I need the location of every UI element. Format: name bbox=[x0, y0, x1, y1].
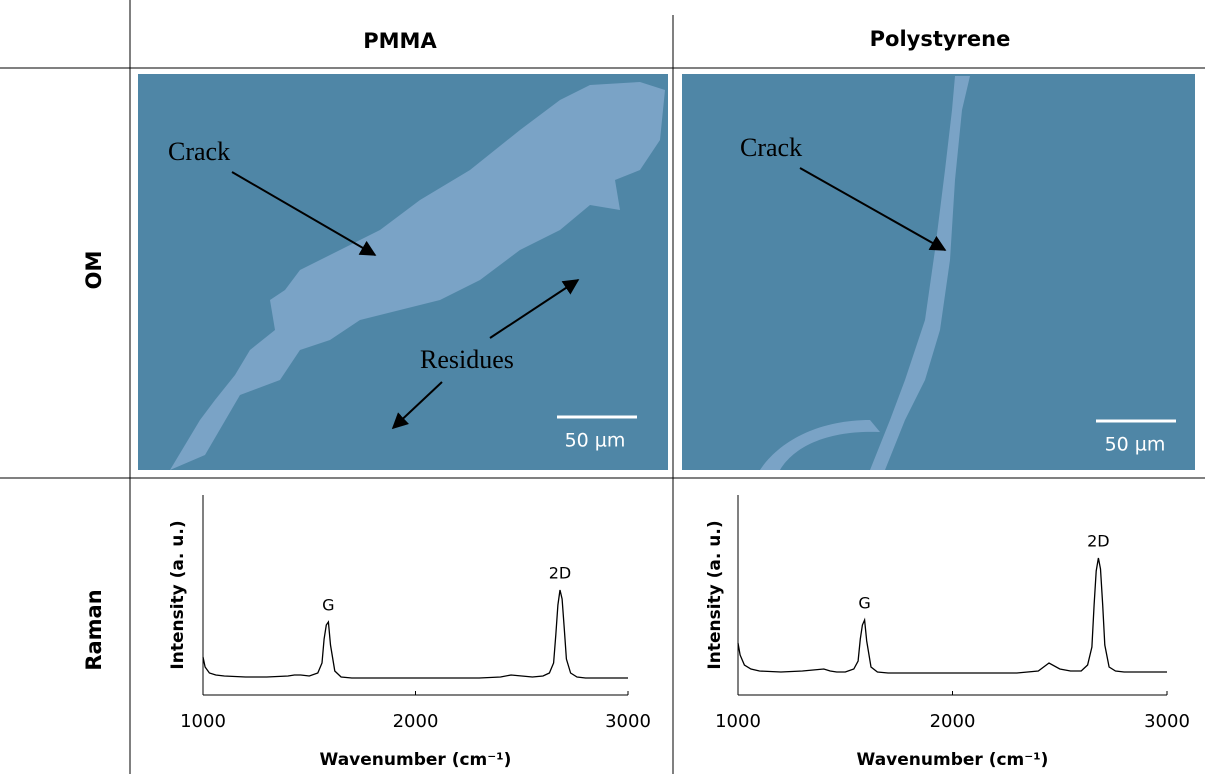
spectrum bbox=[737, 557, 1167, 674]
scale-bar-label: 50 µm bbox=[1105, 434, 1166, 456]
peak-label: G bbox=[322, 596, 334, 615]
x-tick-label: 1000 bbox=[715, 711, 761, 732]
x-tick-label: 1000 bbox=[180, 711, 226, 732]
x-axis-label: Wavenumber (cm⁻¹) bbox=[320, 750, 512, 770]
peak-label: G bbox=[858, 594, 870, 613]
peak-label: 2D bbox=[549, 564, 572, 583]
row-header: Raman bbox=[82, 589, 106, 670]
annotation: Crack bbox=[740, 133, 802, 162]
y-axis-label: Intensity (a. u.) bbox=[168, 520, 188, 669]
om-image-polystyrene bbox=[682, 74, 1195, 470]
scale-bar-label: 50 µm bbox=[565, 430, 626, 452]
annotation: Residues bbox=[420, 345, 514, 374]
peak-label: 2D bbox=[1087, 532, 1110, 551]
spectrum bbox=[202, 589, 628, 679]
x-tick-label: 3000 bbox=[605, 711, 651, 732]
y-axis-label: Intensity (a. u.) bbox=[705, 520, 725, 669]
x-tick-label: 2000 bbox=[393, 711, 439, 732]
x-tick-label: 3000 bbox=[1144, 711, 1190, 732]
column-header: PMMA bbox=[363, 29, 437, 53]
om-image-pmma bbox=[138, 74, 668, 470]
annotation: Crack bbox=[168, 137, 230, 166]
row-header: OM bbox=[82, 251, 106, 290]
x-tick-label: 2000 bbox=[930, 711, 976, 732]
column-header: Polystyrene bbox=[870, 27, 1011, 51]
x-axis-label: Wavenumber (cm⁻¹) bbox=[857, 750, 1049, 770]
